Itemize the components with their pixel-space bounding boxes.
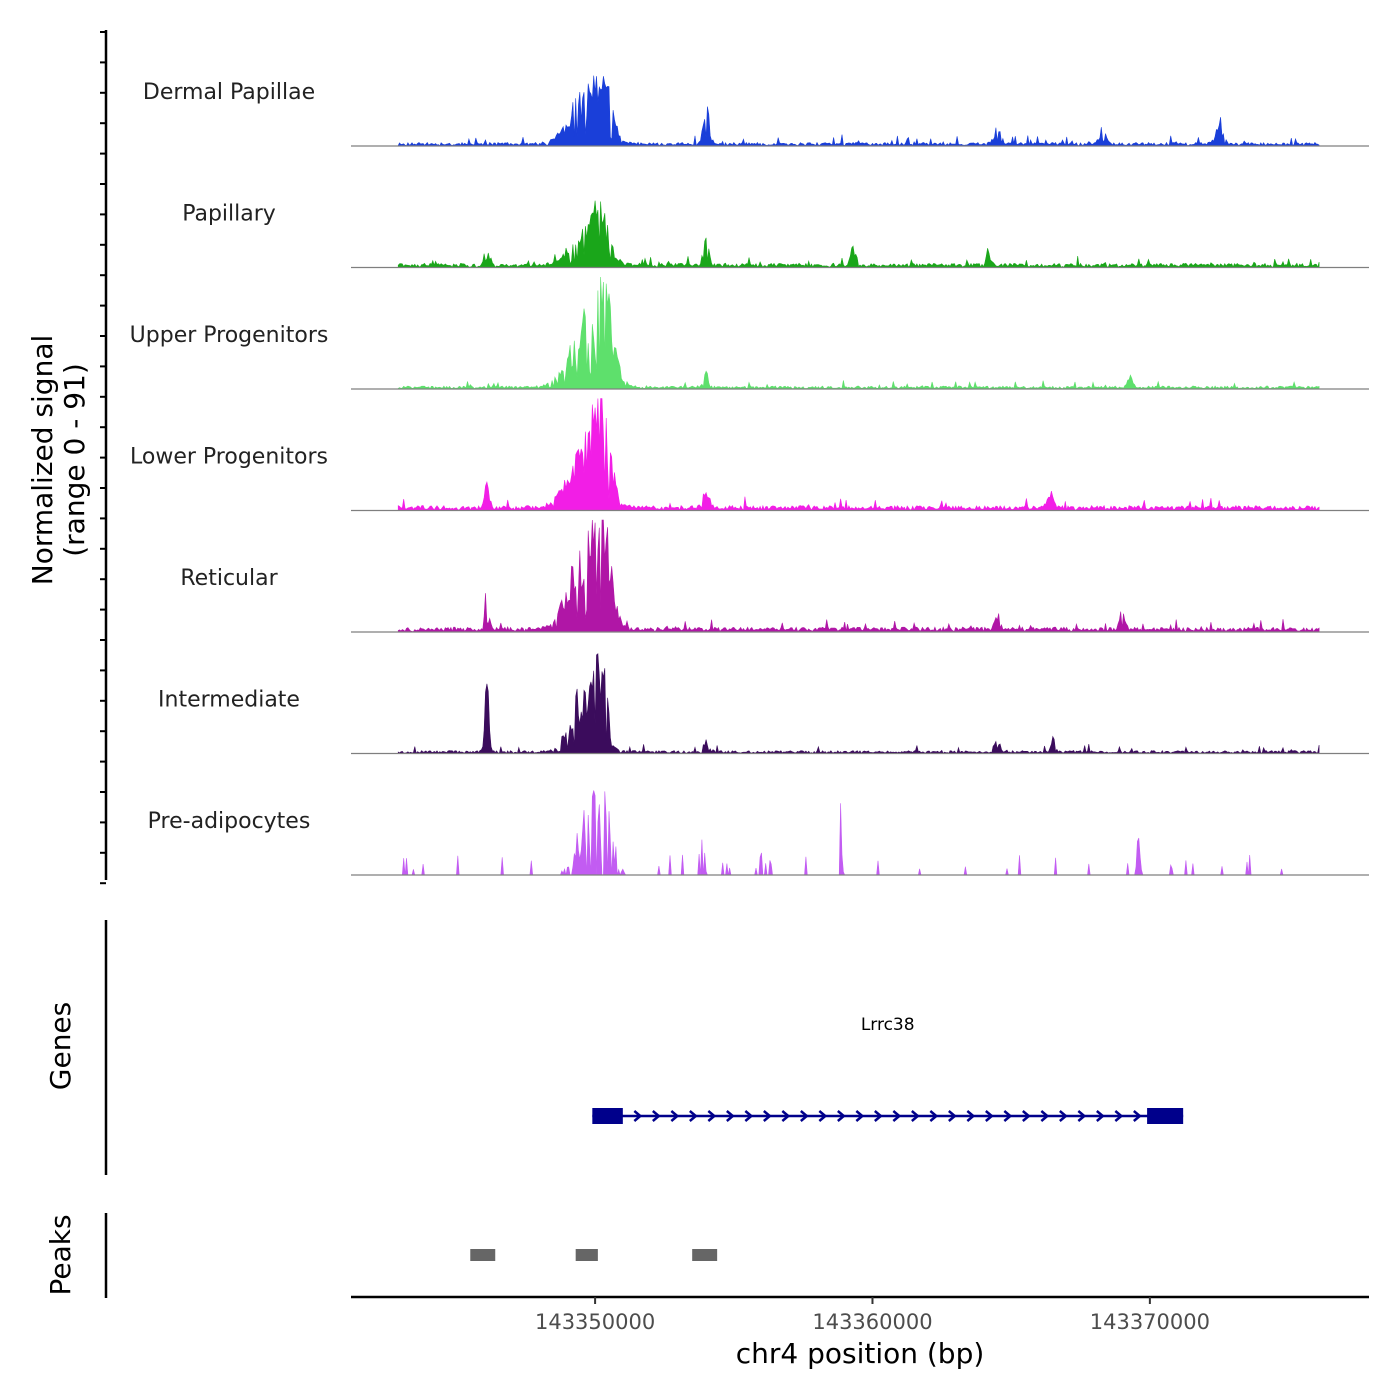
peak-regions	[470, 1249, 718, 1261]
x-tick-label-0: 143350000	[535, 1310, 655, 1334]
strand-arrow	[948, 1110, 957, 1122]
track-signal	[398, 790, 1320, 876]
strand-arrow	[707, 1110, 717, 1122]
y-axis-title-line1: Normalized signal	[26, 335, 59, 586]
track-6: Pre-adipocytes	[148, 790, 1369, 876]
gene-model	[592, 1108, 1184, 1124]
track-signal	[397, 519, 1320, 633]
strand-arrow	[726, 1110, 735, 1122]
track-label: Upper Progenitors	[130, 323, 329, 348]
track-signal	[397, 398, 1320, 511]
strand-arrow	[1003, 1110, 1013, 1122]
track-label: Dermal Papillae	[143, 80, 315, 105]
coverage-tracks: Dermal Papillae Papillary Upper Progenitor…	[130, 75, 1369, 876]
strand-arrow	[874, 1110, 883, 1122]
strand-arrow	[800, 1110, 809, 1122]
strand-arrow	[763, 1110, 772, 1122]
strand-arrow	[911, 1110, 920, 1122]
track-label: Pre-adipocytes	[148, 809, 311, 834]
strand-arrow	[855, 1110, 865, 1122]
strand-arrow	[1077, 1110, 1087, 1122]
gene-name-label: Lrrc38	[861, 1015, 915, 1035]
track-label: Lower Progenitors	[130, 445, 328, 470]
x-tick-label-2: 143370000	[1090, 1310, 1210, 1334]
strand-arrow	[1133, 1110, 1142, 1122]
strand-arrow	[1059, 1110, 1068, 1122]
track-label: Papillary	[182, 202, 276, 227]
x-axis-title: chr4 position (bp)	[736, 1337, 985, 1370]
peaks-label: Peaks	[44, 1214, 77, 1295]
track-signal	[397, 75, 1320, 147]
strand-arrow	[966, 1110, 976, 1122]
strand-arrow	[670, 1110, 680, 1122]
strand-arrow	[1096, 1110, 1105, 1122]
genes-label: Genes	[44, 1002, 77, 1090]
track-2: Upper Progenitors	[130, 276, 1369, 390]
strand-arrow	[892, 1110, 902, 1122]
strand-arrow	[781, 1110, 791, 1122]
coverage-y-ticks	[100, 31, 106, 885]
strand-arrow	[985, 1110, 994, 1122]
track-label: Intermediate	[158, 688, 300, 713]
track-3: Lower Progenitors	[130, 398, 1369, 512]
strand-arrow	[652, 1110, 661, 1122]
track-0: Dermal Papillae	[143, 75, 1369, 147]
track-signal	[397, 653, 1320, 754]
strand-arrow	[1040, 1110, 1050, 1122]
track-label: Reticular	[180, 566, 278, 591]
gene-exon-0	[592, 1108, 623, 1124]
peak-region-0	[470, 1249, 496, 1261]
y-axis-title-line2: (range 0 - 91)	[58, 363, 91, 557]
peak-region-2	[692, 1249, 718, 1261]
strand-arrow	[1022, 1110, 1031, 1122]
strand-arrow	[689, 1110, 698, 1122]
strand-arrow	[929, 1110, 939, 1122]
strand-arrow	[1114, 1110, 1124, 1122]
gene-exon-1	[1147, 1108, 1184, 1124]
track-5: Intermediate	[158, 653, 1369, 755]
strand-arrow	[633, 1110, 643, 1122]
strand-arrow	[837, 1110, 846, 1122]
strand-arrow	[818, 1110, 828, 1122]
track-1: Papillary	[182, 200, 1369, 269]
x-tick-label-1: 143360000	[812, 1310, 932, 1334]
track-signal	[397, 276, 1320, 390]
peak-region-1	[575, 1249, 598, 1261]
track-signal	[397, 200, 1320, 268]
track-4: Reticular	[180, 519, 1369, 633]
strand-arrow	[744, 1110, 754, 1122]
x-ticks: 143350000 143360000 143370000	[535, 1297, 1210, 1334]
